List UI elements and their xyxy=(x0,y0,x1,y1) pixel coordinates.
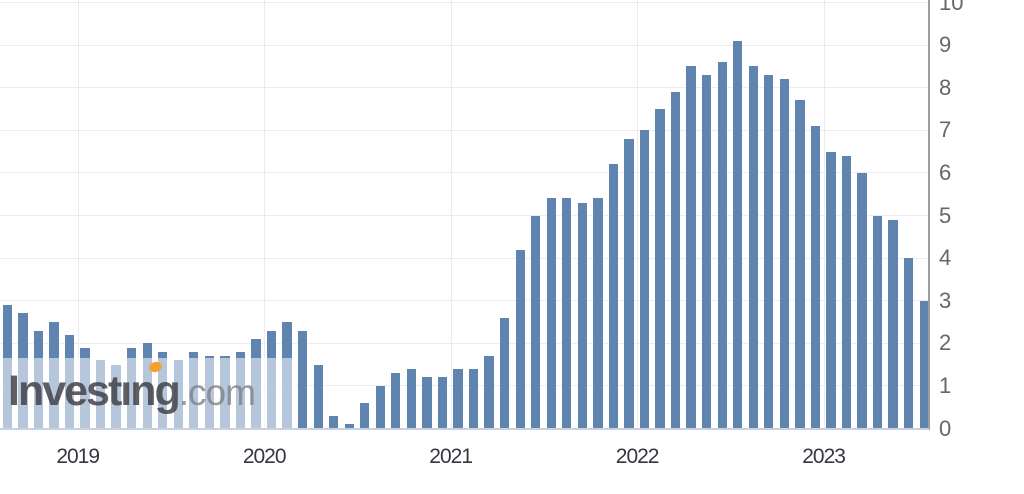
watermark-background-veil xyxy=(0,358,296,428)
y-axis-tick-label: 2 xyxy=(939,330,952,356)
watermark-suffix-text: .com xyxy=(178,372,256,413)
y-axis-tick-label: 4 xyxy=(939,245,952,271)
gridline-horizontal xyxy=(0,2,929,3)
bar[interactable] xyxy=(826,151,836,429)
watermark-logo: Investıng.com xyxy=(8,360,256,415)
y-axis-tick-label: 5 xyxy=(939,202,952,228)
bar[interactable] xyxy=(841,155,852,429)
bar[interactable] xyxy=(531,215,541,429)
x-axis-line xyxy=(0,427,929,430)
y-axis-tick-label: 9 xyxy=(939,32,952,58)
y-axis-tick-label: 8 xyxy=(939,74,952,100)
gridline-horizontal xyxy=(0,215,929,216)
plot-area: Investıng.com xyxy=(0,0,929,429)
bar[interactable] xyxy=(857,172,867,429)
bar[interactable] xyxy=(872,215,883,429)
gridline-horizontal xyxy=(0,87,929,89)
gridline-horizontal xyxy=(0,172,929,174)
x-axis-year-label: 2020 xyxy=(242,445,287,468)
bar[interactable] xyxy=(329,415,339,429)
bar[interactable] xyxy=(499,317,510,429)
gridline-horizontal xyxy=(0,342,929,344)
gridline-horizontal xyxy=(0,44,929,46)
bar[interactable] xyxy=(422,377,432,429)
y-axis-tick-label: 0 xyxy=(939,415,952,441)
y-axis-tick-label: 7 xyxy=(939,117,952,143)
bar[interactable] xyxy=(717,62,727,429)
gridline-vertical-year xyxy=(637,0,639,428)
x-axis-year-label: 2019 xyxy=(56,445,100,468)
bar[interactable] xyxy=(779,79,789,429)
bar[interactable] xyxy=(313,364,323,429)
y-axis-tick-label: 1 xyxy=(939,372,952,398)
bar[interactable] xyxy=(515,249,525,429)
bar[interactable] xyxy=(686,66,696,429)
bar[interactable] xyxy=(468,368,479,429)
bar[interactable] xyxy=(375,385,385,429)
x-axis-year-label: 2021 xyxy=(429,445,473,468)
bar[interactable] xyxy=(795,100,805,429)
bar[interactable] xyxy=(453,368,463,429)
bar[interactable] xyxy=(733,40,743,429)
bar[interactable] xyxy=(562,198,572,429)
y-axis-tick-label: 10 xyxy=(939,0,964,15)
bar[interactable] xyxy=(437,377,448,429)
y-axis-tick-label: 6 xyxy=(939,159,952,185)
bar[interactable] xyxy=(810,126,821,429)
bar[interactable] xyxy=(391,373,401,429)
gridline-vertical-year xyxy=(823,0,825,428)
bar[interactable] xyxy=(764,74,774,429)
bar[interactable] xyxy=(624,138,634,429)
bar[interactable] xyxy=(344,424,354,429)
bar[interactable] xyxy=(639,130,650,429)
bar[interactable] xyxy=(702,74,712,429)
bar[interactable] xyxy=(593,198,603,429)
y-axis-line xyxy=(928,0,930,430)
bar[interactable] xyxy=(888,219,898,429)
bar[interactable] xyxy=(919,300,929,429)
gridline-vertical-year xyxy=(77,0,79,428)
bar[interactable] xyxy=(904,258,914,429)
bar[interactable] xyxy=(670,91,681,429)
bar[interactable] xyxy=(608,164,619,429)
gridline-horizontal xyxy=(0,129,929,131)
x-axis-year-label: 2022 xyxy=(615,445,660,468)
bar[interactable] xyxy=(577,202,587,429)
bar[interactable] xyxy=(360,402,370,429)
bar[interactable] xyxy=(748,66,758,429)
bar[interactable] xyxy=(655,109,665,429)
bar[interactable] xyxy=(297,330,308,429)
bar[interactable] xyxy=(406,368,417,429)
gridline-horizontal xyxy=(0,385,929,387)
watermark-brand-text: Investıng xyxy=(8,367,181,415)
gridline-horizontal xyxy=(0,257,929,259)
bar[interactable] xyxy=(546,198,556,429)
gridline-vertical-year xyxy=(264,0,266,428)
x-axis-year-label: 2023 xyxy=(802,445,846,468)
gridline-vertical-year xyxy=(450,0,452,428)
bar[interactable] xyxy=(484,356,494,429)
y-axis-tick-label: 3 xyxy=(939,287,952,313)
gridline-horizontal xyxy=(0,300,929,302)
